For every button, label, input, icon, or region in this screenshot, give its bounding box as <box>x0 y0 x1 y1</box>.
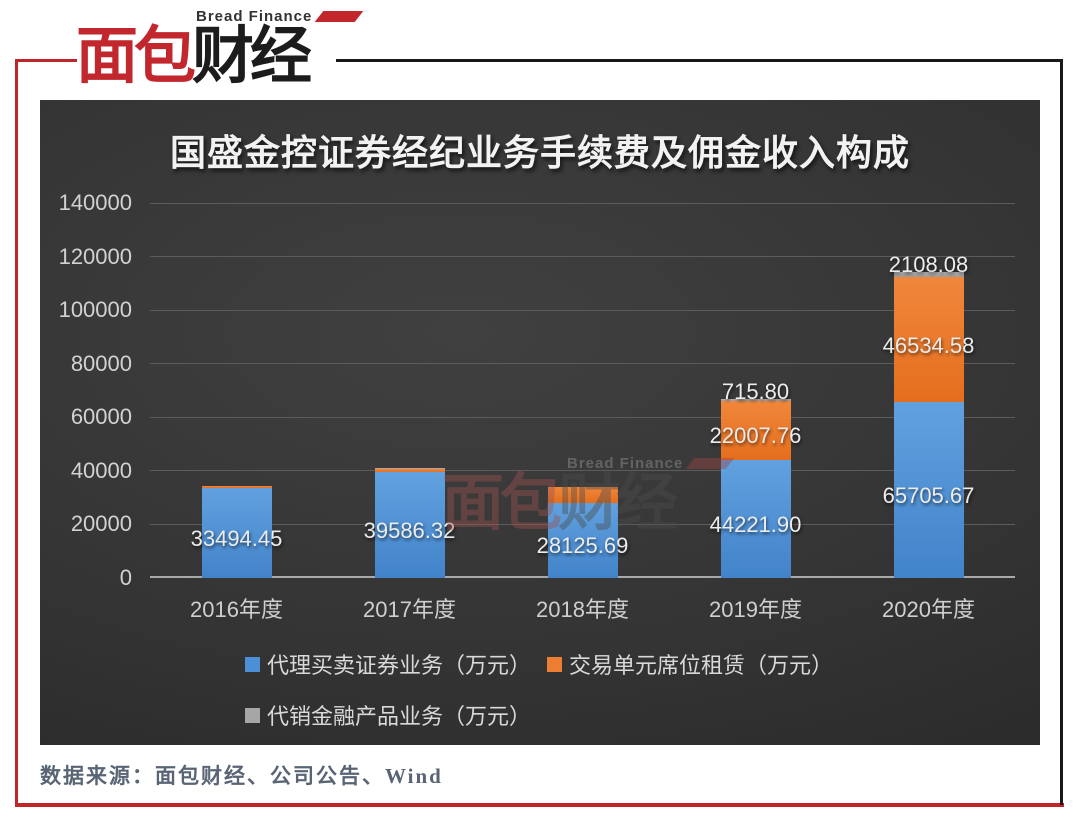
data-label: 28125.69 <box>536 533 629 559</box>
data-source-text: 数据来源：面包财经、公司公告、Wind <box>40 764 443 788</box>
legend-row-1: 代理买卖证券业务（万元） 交易单元席位租赁（万元） <box>245 648 849 680</box>
brand-name-chinese: 面包财经 <box>76 25 359 88</box>
data-label: 2108.08 <box>888 251 969 277</box>
bar-segment-交易单元席位租赁（万元） <box>547 486 618 503</box>
gridline <box>150 202 1015 204</box>
data-label: 65705.67 <box>882 483 975 509</box>
frame-right-black-line <box>1060 59 1063 805</box>
legend-label: 交易单元席位租赁（万元） <box>569 653 834 678</box>
y-tick-label: 140000 <box>58 190 132 215</box>
watermark-en-row: Bread Finance <box>567 455 735 472</box>
legend-swatch-orange-icon <box>547 656 563 672</box>
data-label: 715.80 <box>721 378 790 404</box>
watermark-zh-dark: 财经 <box>558 469 678 538</box>
watermark-name-english: Bread Finance <box>567 455 684 472</box>
gridline <box>150 363 1015 365</box>
bars-container: 33494.45 39586.32 28125.69 44221.90 22007.76… <box>150 203 1015 578</box>
gridline <box>150 309 1015 311</box>
bar-segment-代理买卖证券业务（万元） <box>547 502 618 578</box>
gridline <box>150 256 1015 258</box>
bar-segment-交易单元席位租赁（万元） <box>720 400 791 460</box>
data-label: 46534.58 <box>882 332 975 358</box>
bar-segment-交易单元席位租赁（万元） <box>374 468 445 472</box>
brand-name-english: Bread Finance <box>196 8 313 25</box>
bar-segment-代理买卖证券业务（万元） <box>720 459 791 578</box>
brand-zh-red: 面包 <box>76 22 196 91</box>
bar-segment-代理买卖证券业务（万元） <box>201 488 272 578</box>
brand-parallelogram-icon <box>315 11 364 22</box>
data-label: 39586.32 <box>363 517 456 543</box>
bar-2018年度: 28125.69 <box>496 203 669 578</box>
legend-item-financial-products: 代销金融产品业务（万元） <box>245 699 531 731</box>
bar-2016年度: 33494.45 <box>150 203 323 578</box>
frame-left-red-line <box>15 60 18 806</box>
y-tick-label: 120000 <box>58 243 132 269</box>
legend-swatch-gray-icon <box>245 707 260 723</box>
bar-segment-代销金融产品业务（万元） <box>720 398 791 401</box>
x-tick-label: 2017年度 <box>363 597 456 622</box>
x-tick-label: 2019年度 <box>709 597 802 622</box>
watermark-zh-red: 面包 <box>442 469 562 538</box>
chart-title: 国盛金控证券经纪业务手续费及佣金收入构成 <box>169 132 910 173</box>
data-label: 44221.90 <box>709 511 802 537</box>
bar-segment-代理买卖证券业务（万元） <box>374 471 445 578</box>
legend-row-2: 代销金融产品业务（万元） <box>245 699 849 731</box>
brand-logo-en-row: Bread Finance <box>196 8 364 25</box>
y-tick-label: 100000 <box>58 297 132 323</box>
gridline <box>150 470 1015 472</box>
watermark-parallelogram-icon <box>686 458 735 469</box>
data-label: 33494.45 <box>190 526 283 552</box>
bar-segment-代销金融产品业务（万元） <box>893 271 964 278</box>
legend-item-seat-lease: 交易单元席位租赁（万元） <box>547 648 833 680</box>
y-tick-label: 20000 <box>70 511 132 537</box>
legend: 代理买卖证券业务（万元） 交易单元席位租赁（万元） 代销金融产品业务（万元） <box>245 648 849 750</box>
x-axis-labels: 2016年度 2017年度 2018年度 2019年度 2020年度 <box>150 592 1015 624</box>
watermark-name-chinese: 面包财经 <box>442 472 730 535</box>
x-tick-label: 2018年度 <box>536 597 629 622</box>
legend-label: 代销金融产品业务（万元） <box>267 704 532 729</box>
bar-segment-交易单元席位租赁（万元） <box>201 485 272 489</box>
bar-2017年度: 39586.32 <box>323 203 496 578</box>
legend-swatch-blue-icon <box>245 656 260 672</box>
bar-2020年度: 65705.67 46534.58 2108.08 <box>842 203 1015 578</box>
bar-segment-代理买卖证券业务（万元） <box>893 402 964 578</box>
watermark-logo: Bread Finance 面包财经 <box>442 455 735 535</box>
y-tick-label: 40000 <box>70 457 132 483</box>
y-tick-label: 0 <box>119 565 132 590</box>
x-tick-label: 2016年度 <box>190 597 283 622</box>
frame-top-left-red-line <box>15 59 77 62</box>
legend-item-brokerage: 代理买卖证券业务（万元） <box>245 648 531 680</box>
gridline <box>150 416 1015 418</box>
bar-2019年度: 44221.90 22007.76 715.80 <box>669 203 842 578</box>
legend-label: 代理买卖证券业务（万元） <box>267 653 532 678</box>
brand-logo: Bread Finance 面包财经 <box>76 8 364 88</box>
data-label: 22007.76 <box>709 423 802 449</box>
brand-zh-dark: 财经 <box>192 22 312 91</box>
chart-panel: 国盛金控证券经纪业务手续费及佣金收入构成 0 20000 40000 60000 800… <box>40 100 1040 745</box>
frame-bottom-red-line <box>15 803 1064 807</box>
x-tick-label: 2020年度 <box>882 597 975 622</box>
bar-segment-交易单元席位租赁（万元） <box>893 277 964 403</box>
y-tick-label: 60000 <box>70 404 132 430</box>
plot-area: 33494.45 39586.32 28125.69 44221.90 22007.76… <box>150 202 1015 578</box>
y-tick-label: 80000 <box>70 350 132 376</box>
frame-top-black-line <box>336 59 1062 62</box>
